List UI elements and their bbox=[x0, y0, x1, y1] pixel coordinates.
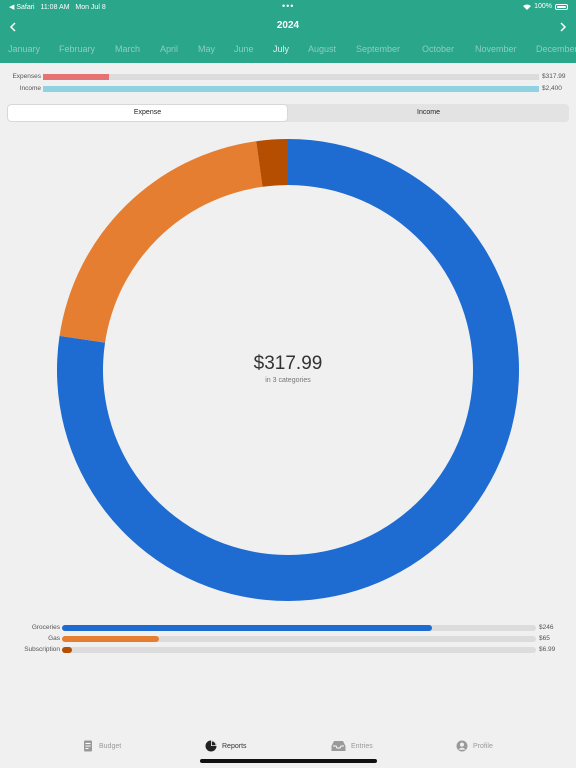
year-title: 2024 bbox=[276, 20, 300, 31]
category-track bbox=[62, 647, 536, 653]
tab-budget[interactable]: Budget bbox=[82, 738, 121, 754]
category-label: Subscription bbox=[24, 646, 60, 653]
month-tab[interactable]: March bbox=[115, 44, 141, 54]
pie-chart-icon bbox=[205, 740, 217, 752]
expenses-track bbox=[43, 74, 539, 80]
category-row-subscription[interactable]: Subscription $6.99 bbox=[0, 645, 576, 655]
income-summary-row: Income $2,400 bbox=[0, 84, 576, 94]
tab-label: Budget bbox=[99, 742, 122, 750]
category-fill bbox=[62, 636, 160, 642]
category-fill bbox=[62, 625, 432, 631]
income-label: Income bbox=[19, 85, 41, 92]
income-track bbox=[43, 86, 539, 92]
expenses-fill bbox=[43, 74, 109, 80]
month-tab[interactable]: August bbox=[308, 44, 337, 54]
expenses-value: $317.99 bbox=[542, 73, 566, 80]
category-value: $6.99 bbox=[539, 646, 556, 653]
category-row-gas[interactable]: Gas $65 bbox=[0, 634, 576, 644]
status-bar: ◀ Safari 11:08 AM Mon Jul 8 ••• 100% bbox=[0, 0, 576, 14]
category-label: Gas bbox=[48, 635, 60, 642]
status-right: 100% bbox=[523, 3, 568, 10]
category-fill bbox=[62, 647, 73, 653]
donut-slice-subscription[interactable] bbox=[256, 139, 288, 187]
tab-label: Profile bbox=[473, 742, 493, 750]
inbox-tray-icon bbox=[331, 741, 346, 751]
category-value: $246 bbox=[539, 624, 554, 631]
donut-total: $317.99 bbox=[253, 353, 323, 374]
status-date: Mon Jul 8 bbox=[75, 4, 106, 11]
home-indicator[interactable] bbox=[200, 759, 377, 763]
tab-label: Entries bbox=[351, 742, 373, 750]
segment-income[interactable]: Income bbox=[417, 109, 440, 116]
status-time: 11:08 AM bbox=[40, 4, 70, 11]
wifi-icon bbox=[523, 4, 532, 10]
battery-percent: 100% bbox=[534, 3, 552, 10]
multitasking-dots[interactable]: ••• bbox=[282, 1, 295, 11]
category-label: Groceries bbox=[31, 624, 60, 631]
month-tab[interactable]: April bbox=[160, 44, 179, 54]
expense-income-toggle: Expense Income bbox=[7, 104, 569, 122]
income-fill bbox=[43, 86, 539, 92]
donut-slice-gas[interactable] bbox=[59, 141, 263, 343]
back-to-app-link[interactable]: ◀ Safari bbox=[9, 4, 35, 11]
segment-expense[interactable]: Expense bbox=[8, 105, 287, 121]
donut-svg bbox=[57, 139, 519, 601]
month-tab[interactable]: January bbox=[8, 44, 41, 54]
month-tab[interactable]: May bbox=[198, 44, 216, 54]
chevron-left-icon[interactable] bbox=[3, 18, 23, 36]
expenses-summary-row: Expenses $317.99 bbox=[0, 72, 576, 82]
document-icon bbox=[84, 740, 92, 752]
month-tab[interactable]: November bbox=[475, 44, 517, 54]
category-row-groceries[interactable]: Groceries $246 bbox=[0, 623, 576, 633]
category-value: $65 bbox=[539, 635, 550, 642]
chevron-right-icon[interactable] bbox=[553, 18, 573, 36]
month-tab[interactable]: February bbox=[59, 44, 96, 54]
expenses-label: Expenses bbox=[12, 73, 41, 80]
month-tab[interactable]: June bbox=[234, 44, 254, 54]
month-tab[interactable]: December bbox=[536, 44, 576, 54]
month-tab[interactable]: September bbox=[356, 44, 401, 54]
category-track bbox=[62, 625, 536, 631]
category-track bbox=[62, 636, 536, 642]
tab-label: Reports bbox=[222, 742, 247, 750]
status-left: ◀ Safari 11:08 AM Mon Jul 8 bbox=[9, 3, 106, 11]
donut-subtitle: in 3 categories bbox=[265, 377, 311, 384]
year-row: 2024 bbox=[0, 18, 576, 36]
month-selector: January February March April May June Ju… bbox=[0, 44, 576, 58]
income-value: $2,400 bbox=[542, 85, 562, 92]
tab-bar: Budget Reports Entries Profile bbox=[0, 733, 576, 768]
month-tab[interactable]: October bbox=[422, 44, 455, 54]
tab-reports[interactable]: Reports bbox=[205, 738, 247, 754]
month-tab-selected[interactable]: July bbox=[273, 44, 290, 54]
header-bar: ◀ Safari 11:08 AM Mon Jul 8 ••• 100% 202… bbox=[0, 0, 576, 63]
tab-entries[interactable]: Entries bbox=[331, 738, 373, 754]
donut-chart bbox=[57, 139, 519, 601]
tab-profile[interactable]: Profile bbox=[456, 738, 493, 754]
battery-icon bbox=[555, 3, 568, 10]
person-icon bbox=[456, 740, 468, 752]
